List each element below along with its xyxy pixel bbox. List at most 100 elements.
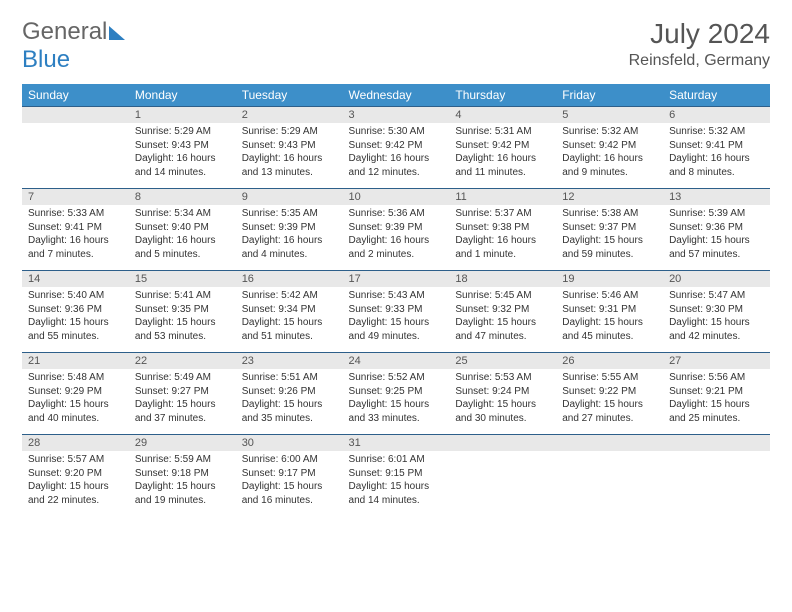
sunrise-text: Sunrise: 5:37 AM — [455, 207, 550, 221]
daylight-text: Daylight: 16 hours and 12 minutes. — [349, 152, 444, 179]
day-body: Sunrise: 5:33 AMSunset: 9:41 PMDaylight:… — [22, 205, 129, 265]
calendar-day-cell: 24Sunrise: 5:52 AMSunset: 9:25 PMDayligh… — [343, 353, 450, 435]
daylight-text: Daylight: 15 hours and 40 minutes. — [28, 398, 123, 425]
sunset-text: Sunset: 9:39 PM — [242, 221, 337, 235]
calendar-day-cell: 16Sunrise: 5:42 AMSunset: 9:34 PMDayligh… — [236, 271, 343, 353]
day-body: Sunrise: 5:56 AMSunset: 9:21 PMDaylight:… — [663, 369, 770, 429]
day-body: Sunrise: 6:00 AMSunset: 9:17 PMDaylight:… — [236, 451, 343, 511]
day-body: Sunrise: 5:52 AMSunset: 9:25 PMDaylight:… — [343, 369, 450, 429]
calendar-day-cell: 9Sunrise: 5:35 AMSunset: 9:39 PMDaylight… — [236, 189, 343, 271]
calendar-day-cell: 2Sunrise: 5:29 AMSunset: 9:43 PMDaylight… — [236, 107, 343, 189]
day-number — [22, 107, 129, 123]
sunset-text: Sunset: 9:42 PM — [349, 139, 444, 153]
logo: GeneralBlue — [22, 18, 125, 74]
sunset-text: Sunset: 9:35 PM — [135, 303, 230, 317]
sunset-text: Sunset: 9:22 PM — [562, 385, 657, 399]
daylight-text: Daylight: 15 hours and 45 minutes. — [562, 316, 657, 343]
day-body: Sunrise: 5:36 AMSunset: 9:39 PMDaylight:… — [343, 205, 450, 265]
daylight-text: Daylight: 16 hours and 5 minutes. — [135, 234, 230, 261]
day-body: Sunrise: 5:31 AMSunset: 9:42 PMDaylight:… — [449, 123, 556, 183]
calendar-day-cell: 27Sunrise: 5:56 AMSunset: 9:21 PMDayligh… — [663, 353, 770, 435]
calendar-table: SundayMondayTuesdayWednesdayThursdayFrid… — [22, 84, 770, 517]
sunset-text: Sunset: 9:32 PM — [455, 303, 550, 317]
calendar-header-row: SundayMondayTuesdayWednesdayThursdayFrid… — [22, 84, 770, 107]
weekday-header: Monday — [129, 84, 236, 107]
sunset-text: Sunset: 9:42 PM — [562, 139, 657, 153]
weekday-header: Tuesday — [236, 84, 343, 107]
day-number: 13 — [663, 189, 770, 205]
day-body — [556, 451, 663, 457]
day-number: 3 — [343, 107, 450, 123]
calendar-day-cell: 8Sunrise: 5:34 AMSunset: 9:40 PMDaylight… — [129, 189, 236, 271]
day-number: 10 — [343, 189, 450, 205]
day-body: Sunrise: 5:45 AMSunset: 9:32 PMDaylight:… — [449, 287, 556, 347]
daylight-text: Daylight: 15 hours and 25 minutes. — [669, 398, 764, 425]
logo-triangle-icon — [109, 26, 125, 40]
sunrise-text: Sunrise: 5:42 AM — [242, 289, 337, 303]
sunset-text: Sunset: 9:26 PM — [242, 385, 337, 399]
day-body: Sunrise: 5:55 AMSunset: 9:22 PMDaylight:… — [556, 369, 663, 429]
calendar-day-cell: 7Sunrise: 5:33 AMSunset: 9:41 PMDaylight… — [22, 189, 129, 271]
sunrise-text: Sunrise: 5:31 AM — [455, 125, 550, 139]
day-number: 19 — [556, 271, 663, 287]
calendar-day-cell: 10Sunrise: 5:36 AMSunset: 9:39 PMDayligh… — [343, 189, 450, 271]
sunrise-text: Sunrise: 5:39 AM — [669, 207, 764, 221]
sunset-text: Sunset: 9:41 PM — [669, 139, 764, 153]
logo-text-2: Blue — [22, 46, 70, 73]
calendar-week-row: 28Sunrise: 5:57 AMSunset: 9:20 PMDayligh… — [22, 435, 770, 517]
daylight-text: Daylight: 15 hours and 33 minutes. — [349, 398, 444, 425]
day-number: 18 — [449, 271, 556, 287]
calendar-day-cell: 30Sunrise: 6:00 AMSunset: 9:17 PMDayligh… — [236, 435, 343, 517]
sunrise-text: Sunrise: 5:36 AM — [349, 207, 444, 221]
day-body: Sunrise: 5:43 AMSunset: 9:33 PMDaylight:… — [343, 287, 450, 347]
day-body: Sunrise: 5:32 AMSunset: 9:41 PMDaylight:… — [663, 123, 770, 183]
sunrise-text: Sunrise: 5:29 AM — [242, 125, 337, 139]
daylight-text: Daylight: 15 hours and 22 minutes. — [28, 480, 123, 507]
calendar-day-cell: 18Sunrise: 5:45 AMSunset: 9:32 PMDayligh… — [449, 271, 556, 353]
weekday-header: Friday — [556, 84, 663, 107]
daylight-text: Daylight: 15 hours and 47 minutes. — [455, 316, 550, 343]
sunrise-text: Sunrise: 5:49 AM — [135, 371, 230, 385]
daylight-text: Daylight: 16 hours and 13 minutes. — [242, 152, 337, 179]
calendar-day-cell: 3 Sunrise: 5:30 AMSunset: 9:42 PMDaylight… — [343, 107, 450, 189]
daylight-text: Daylight: 16 hours and 14 minutes. — [135, 152, 230, 179]
sunrise-text: Sunrise: 5:30 AM — [349, 125, 444, 139]
day-body: Sunrise: 5:40 AMSunset: 9:36 PMDaylight:… — [22, 287, 129, 347]
day-number: 11 — [449, 189, 556, 205]
day-body: Sunrise: 5:35 AMSunset: 9:39 PMDaylight:… — [236, 205, 343, 265]
sunset-text: Sunset: 9:30 PM — [669, 303, 764, 317]
sunrise-text: Sunrise: 5:56 AM — [669, 371, 764, 385]
sunrise-text: Sunrise: 6:01 AM — [349, 453, 444, 467]
day-number: 15 — [129, 271, 236, 287]
sunset-text: Sunset: 9:31 PM — [562, 303, 657, 317]
daylight-text: Daylight: 15 hours and 16 minutes. — [242, 480, 337, 507]
day-number: 31 — [343, 435, 450, 451]
sunset-text: Sunset: 9:34 PM — [242, 303, 337, 317]
sunset-text: Sunset: 9:37 PM — [562, 221, 657, 235]
sunrise-text: Sunrise: 5:41 AM — [135, 289, 230, 303]
day-number — [663, 435, 770, 451]
day-number: 26 — [556, 353, 663, 369]
calendar-day-cell: 25Sunrise: 5:53 AMSunset: 9:24 PMDayligh… — [449, 353, 556, 435]
calendar-day-cell: 19Sunrise: 5:46 AMSunset: 9:31 PMDayligh… — [556, 271, 663, 353]
calendar-day-cell: 23Sunrise: 5:51 AMSunset: 9:26 PMDayligh… — [236, 353, 343, 435]
calendar-day-cell — [449, 435, 556, 517]
day-body: Sunrise: 5:39 AMSunset: 9:36 PMDaylight:… — [663, 205, 770, 265]
day-body: Sunrise: 5:29 AMSunset: 9:43 PMDaylight:… — [236, 123, 343, 183]
weekday-header: Saturday — [663, 84, 770, 107]
sunrise-text: Sunrise: 6:00 AM — [242, 453, 337, 467]
daylight-text: Daylight: 15 hours and 19 minutes. — [135, 480, 230, 507]
sunrise-text: Sunrise: 5:34 AM — [135, 207, 230, 221]
day-body: Sunrise: 5:47 AMSunset: 9:30 PMDaylight:… — [663, 287, 770, 347]
calendar-week-row: 1Sunrise: 5:29 AMSunset: 9:43 PMDaylight… — [22, 107, 770, 189]
calendar-day-cell — [22, 107, 129, 189]
sunset-text: Sunset: 9:20 PM — [28, 467, 123, 481]
sunrise-text: Sunrise: 5:32 AM — [669, 125, 764, 139]
calendar-day-cell — [663, 435, 770, 517]
sunset-text: Sunset: 9:18 PM — [135, 467, 230, 481]
day-number: 27 — [663, 353, 770, 369]
day-body: Sunrise: 5:34 AMSunset: 9:40 PMDaylight:… — [129, 205, 236, 265]
calendar-day-cell: 28Sunrise: 5:57 AMSunset: 9:20 PMDayligh… — [22, 435, 129, 517]
day-number — [556, 435, 663, 451]
day-number: 16 — [236, 271, 343, 287]
